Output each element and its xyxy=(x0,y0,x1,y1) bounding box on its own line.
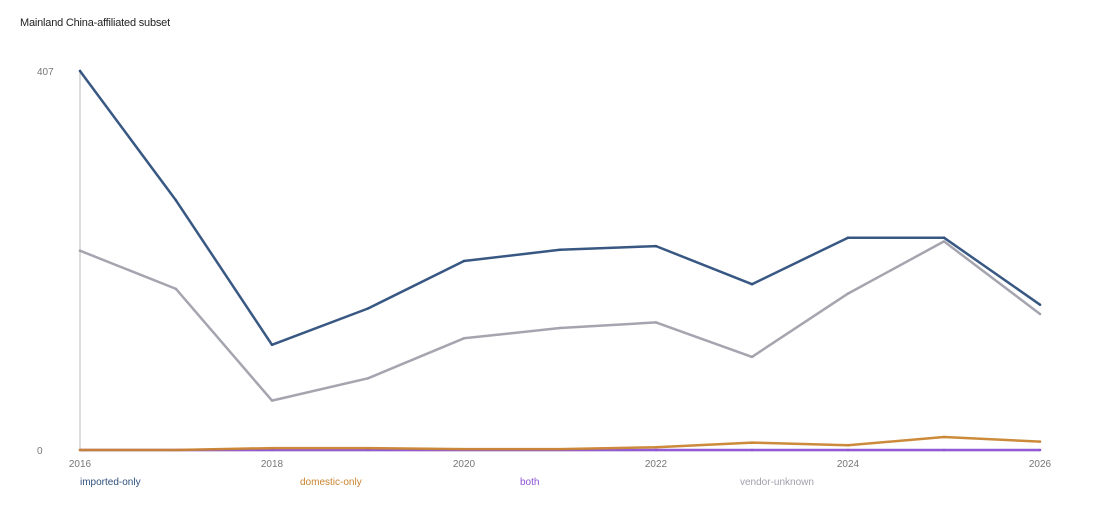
data-point-both-2025 xyxy=(942,448,946,452)
x-tick-label-2018: 2018 xyxy=(261,459,284,470)
data-point-imported-only-2022 xyxy=(654,244,658,248)
data-point-vendor-unknown-2026 xyxy=(1038,312,1042,316)
data-point-imported-only-2016 xyxy=(78,69,82,73)
data-point-domestic-only-2020 xyxy=(462,447,466,451)
data-point-both-2018 xyxy=(270,448,274,452)
series-line-imported-only xyxy=(78,69,1042,347)
data-point-vendor-unknown-2023 xyxy=(750,355,754,359)
data-point-domestic-only-2018 xyxy=(270,446,274,450)
data-point-vendor-unknown-2024 xyxy=(846,292,850,295)
data-point-both-2019 xyxy=(366,448,370,452)
x-tick-label-2020: 2020 xyxy=(453,459,476,470)
data-point-imported-only-2018 xyxy=(270,343,274,346)
data-point-domestic-only-2023 xyxy=(750,441,754,444)
data-point-domestic-only-2024 xyxy=(846,444,850,447)
data-point-imported-only-2024 xyxy=(846,236,850,239)
data-point-imported-only-2025 xyxy=(942,236,946,239)
x-tick-label-2016: 2016 xyxy=(69,459,92,470)
legend-item-imported-only: imported-only xyxy=(80,477,141,488)
data-point-vendor-unknown-2020 xyxy=(462,337,466,340)
data-point-imported-only-2023 xyxy=(750,283,754,286)
data-point-domestic-only-2019 xyxy=(366,446,370,450)
x-tick-label-2022: 2022 xyxy=(645,459,668,470)
data-point-both-2022 xyxy=(654,448,658,452)
data-point-vendor-unknown-2018 xyxy=(270,399,274,402)
legend-item-domestic-only: domestic-only xyxy=(300,477,362,488)
data-point-domestic-only-2016 xyxy=(78,448,82,452)
legend-item-both: both xyxy=(520,477,539,488)
data-point-domestic-only-2025 xyxy=(942,435,946,439)
chart-title: Mainland China-affiliated subset xyxy=(20,17,170,29)
data-point-vendor-unknown-2017 xyxy=(174,287,178,291)
data-point-imported-only-2017 xyxy=(174,199,178,202)
x-tick-label-2024: 2024 xyxy=(837,459,860,470)
data-point-imported-only-2019 xyxy=(366,307,370,310)
data-point-vendor-unknown-2021 xyxy=(558,326,562,330)
series-line-vendor-unknown xyxy=(78,240,1042,402)
data-point-both-2024 xyxy=(846,448,850,452)
data-point-vendor-unknown-2025 xyxy=(942,240,946,243)
data-point-both-2026 xyxy=(1038,448,1042,452)
data-point-both-2023 xyxy=(750,448,754,452)
data-point-vendor-unknown-2016 xyxy=(78,249,82,252)
data-point-imported-only-2020 xyxy=(462,259,466,263)
data-point-imported-only-2021 xyxy=(558,248,562,251)
data-point-domestic-only-2022 xyxy=(654,446,658,449)
legend-item-vendor-unknown: vendor-unknown xyxy=(740,477,814,488)
y-tick-label-407: 407 xyxy=(37,67,54,78)
data-point-vendor-unknown-2019 xyxy=(366,377,370,380)
data-point-imported-only-2026 xyxy=(1038,303,1042,306)
data-point-domestic-only-2017 xyxy=(174,448,178,452)
y-tick-label-0: 0 xyxy=(37,446,43,457)
x-tick-label-2026: 2026 xyxy=(1029,459,1052,470)
data-point-vendor-unknown-2022 xyxy=(654,321,658,324)
data-point-domestic-only-2026 xyxy=(1038,440,1042,443)
data-point-domestic-only-2021 xyxy=(558,447,562,451)
